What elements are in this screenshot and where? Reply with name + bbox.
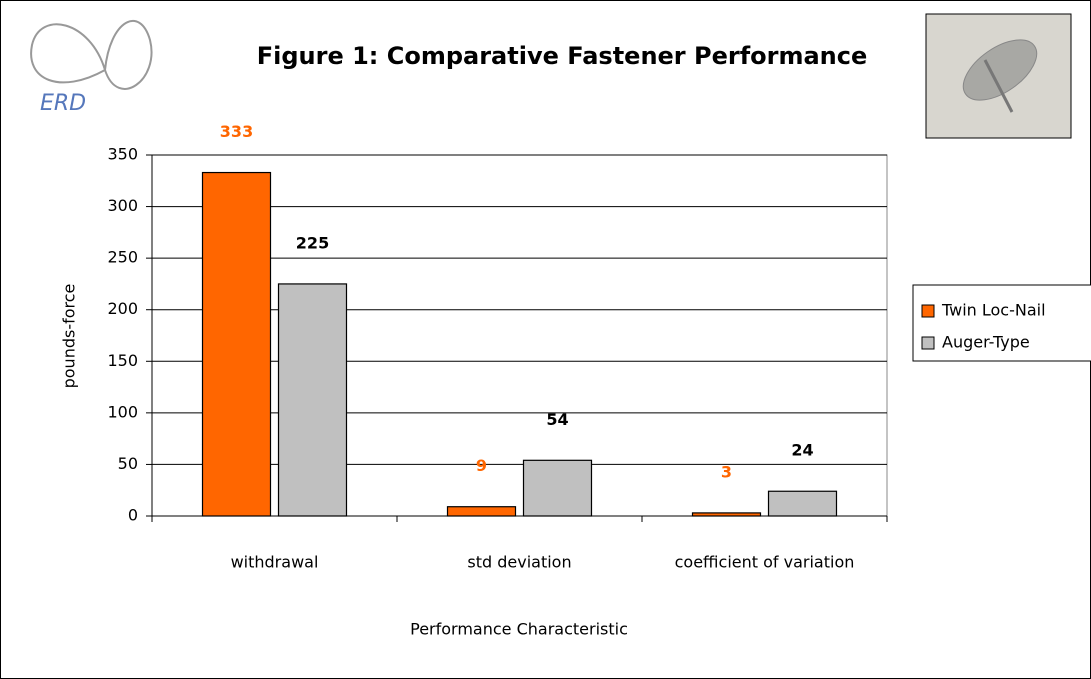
y-tick-label: 350: [107, 145, 138, 164]
value-label: 225: [296, 233, 329, 252]
logo-text: ERD: [40, 91, 86, 116]
y-tick-label: 250: [107, 248, 138, 267]
value-label: 333: [220, 122, 253, 141]
y-tick-label: 150: [107, 351, 138, 370]
bar: [279, 284, 347, 516]
chart-title: Figure 1: Comparative Fastener Performan…: [257, 42, 868, 70]
y-tick-label: 50: [118, 454, 138, 473]
legend-swatch: [922, 305, 934, 317]
x-tick-label: std deviation: [467, 553, 571, 572]
legend-swatch: [922, 337, 934, 349]
y-tick-label: 100: [107, 402, 138, 421]
bar: [448, 507, 516, 516]
value-label: 9: [476, 456, 487, 475]
value-label: 24: [791, 441, 813, 460]
bar: [203, 173, 271, 516]
bar: [769, 491, 837, 516]
legend-label: Auger-Type: [942, 333, 1030, 352]
chart: ERD Figure 1: Comparative Fastener Perfo…: [0, 0, 1091, 679]
y-axis-label: pounds-force: [60, 284, 79, 389]
value-label: 54: [546, 410, 568, 429]
value-label: 3: [721, 462, 732, 481]
y-tick-label: 300: [107, 196, 138, 215]
legend-label: Twin Loc-Nail: [941, 301, 1046, 320]
bar: [524, 460, 592, 516]
x-tick-label: withdrawal: [231, 553, 319, 572]
x-tick-label: coefficient of variation: [675, 553, 855, 572]
photo: [926, 14, 1071, 138]
y-tick-label: 0: [128, 506, 138, 525]
y-tick-label: 200: [107, 299, 138, 318]
x-axis-label: Performance Characteristic: [410, 620, 628, 639]
